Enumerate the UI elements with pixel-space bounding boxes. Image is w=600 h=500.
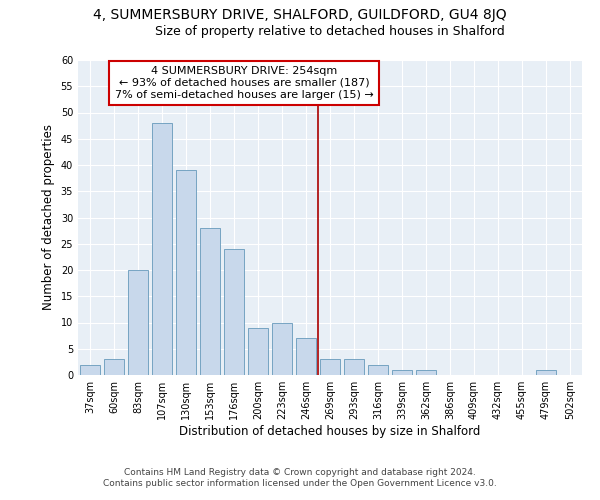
Bar	[128, 270, 148, 375]
Title: Size of property relative to detached houses in Shalford: Size of property relative to detached ho…	[155, 25, 505, 38]
Text: 4 SUMMERSBURY DRIVE: 254sqm
← 93% of detached houses are smaller (187)
7% of sem: 4 SUMMERSBURY DRIVE: 254sqm ← 93% of det…	[115, 66, 374, 100]
Bar	[368, 364, 388, 375]
Bar	[320, 359, 340, 375]
Bar	[200, 228, 220, 375]
Bar	[176, 170, 196, 375]
Text: Contains HM Land Registry data © Crown copyright and database right 2024.
Contai: Contains HM Land Registry data © Crown c…	[103, 468, 497, 487]
Bar	[80, 364, 100, 375]
Bar	[224, 249, 244, 375]
Bar	[344, 359, 364, 375]
Bar	[536, 370, 556, 375]
Bar	[152, 123, 172, 375]
Bar	[104, 359, 124, 375]
Bar	[272, 322, 292, 375]
X-axis label: Distribution of detached houses by size in Shalford: Distribution of detached houses by size …	[179, 425, 481, 438]
Bar	[392, 370, 412, 375]
Bar	[248, 328, 268, 375]
Y-axis label: Number of detached properties: Number of detached properties	[42, 124, 55, 310]
Bar	[416, 370, 436, 375]
Text: 4, SUMMERSBURY DRIVE, SHALFORD, GUILDFORD, GU4 8JQ: 4, SUMMERSBURY DRIVE, SHALFORD, GUILDFOR…	[93, 8, 507, 22]
Bar	[296, 338, 316, 375]
